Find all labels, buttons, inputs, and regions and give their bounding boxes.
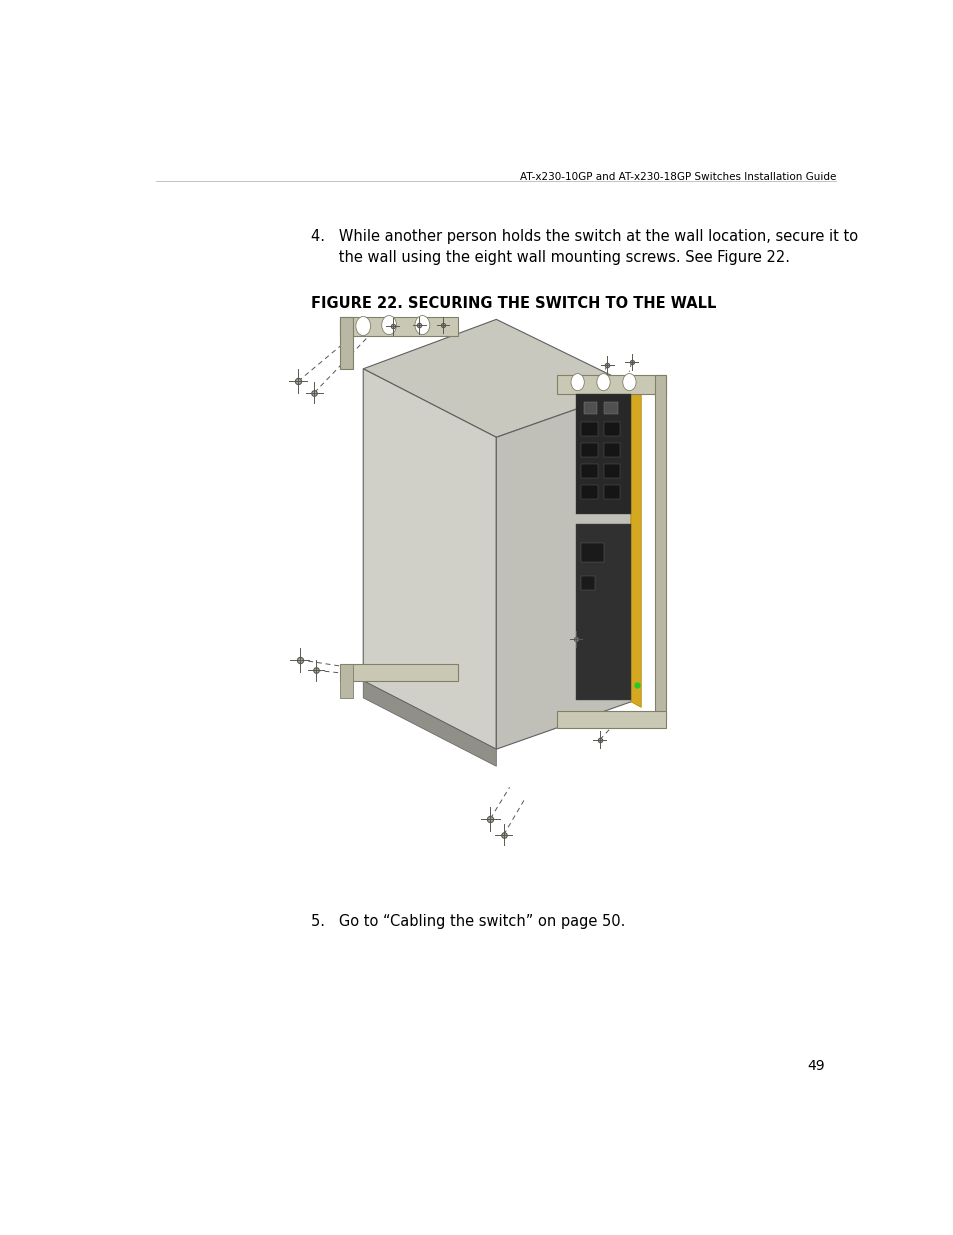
Bar bbox=[603, 422, 619, 436]
Text: AT-x230-10GP and AT-x230-18GP Switches Installation Guide: AT-x230-10GP and AT-x230-18GP Switches I… bbox=[519, 172, 836, 182]
Polygon shape bbox=[557, 711, 665, 729]
Bar bbox=[603, 443, 619, 457]
Bar bbox=[580, 464, 597, 478]
Text: 5.   Go to “Cabling the switch” on page 50.: 5. Go to “Cabling the switch” on page 50… bbox=[311, 914, 625, 929]
Circle shape bbox=[415, 316, 429, 335]
Circle shape bbox=[597, 373, 610, 390]
Polygon shape bbox=[339, 317, 457, 336]
Polygon shape bbox=[576, 394, 630, 514]
Polygon shape bbox=[557, 374, 665, 394]
Bar bbox=[583, 403, 597, 414]
Circle shape bbox=[355, 316, 370, 336]
Bar bbox=[580, 576, 595, 590]
Polygon shape bbox=[363, 369, 496, 750]
Circle shape bbox=[381, 316, 396, 335]
Circle shape bbox=[571, 373, 583, 390]
Polygon shape bbox=[363, 680, 496, 766]
Bar bbox=[603, 403, 617, 414]
Polygon shape bbox=[496, 388, 637, 750]
Circle shape bbox=[622, 373, 636, 390]
Text: 49: 49 bbox=[807, 1058, 824, 1072]
Text: 4.   While another person holds the switch at the wall location, secure it to
  : 4. While another person holds the switch… bbox=[311, 228, 858, 266]
Polygon shape bbox=[339, 317, 353, 369]
Text: FIGURE 22. SECURING THE SWITCH TO THE WALL: FIGURE 22. SECURING THE SWITCH TO THE WA… bbox=[311, 295, 716, 310]
Polygon shape bbox=[576, 524, 630, 700]
Polygon shape bbox=[630, 390, 640, 708]
Bar bbox=[603, 464, 619, 478]
Bar bbox=[580, 543, 603, 562]
Polygon shape bbox=[339, 663, 353, 698]
Polygon shape bbox=[339, 663, 457, 680]
Bar bbox=[580, 422, 597, 436]
Bar bbox=[603, 485, 619, 499]
Bar bbox=[580, 443, 597, 457]
Polygon shape bbox=[363, 320, 637, 437]
Bar bbox=[580, 485, 597, 499]
Polygon shape bbox=[654, 374, 665, 719]
